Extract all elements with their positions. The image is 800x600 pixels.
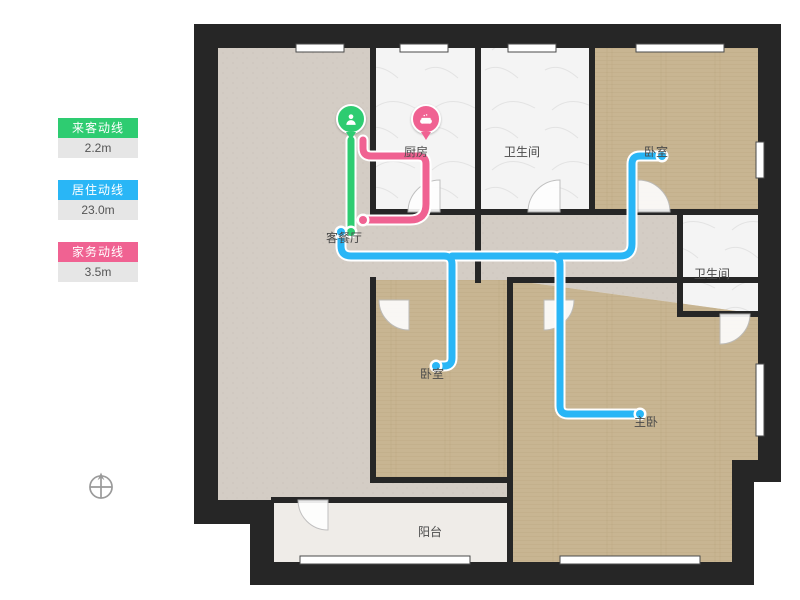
path-endpoint	[359, 216, 367, 224]
room-label: 卧室	[420, 365, 444, 382]
room-label: 卧室	[644, 143, 668, 160]
room-fill	[478, 48, 592, 212]
room-label: 厨房	[404, 143, 428, 160]
window	[508, 44, 556, 52]
window	[400, 44, 448, 52]
room-label: 卫生间	[694, 265, 730, 282]
window	[636, 44, 724, 52]
window	[300, 556, 470, 564]
room-label: 主卧	[634, 413, 658, 430]
house-icon	[411, 104, 441, 140]
window	[560, 556, 700, 564]
floor-plan	[0, 0, 800, 600]
room-label: 卫生间	[504, 143, 540, 160]
room-fill	[592, 48, 758, 212]
guest-icon	[336, 104, 366, 140]
window	[296, 44, 344, 52]
room-fill	[680, 212, 758, 314]
room-label: 客餐厅	[326, 229, 362, 246]
window	[756, 364, 764, 436]
window	[756, 142, 764, 178]
room-label: 阳台	[418, 523, 442, 540]
